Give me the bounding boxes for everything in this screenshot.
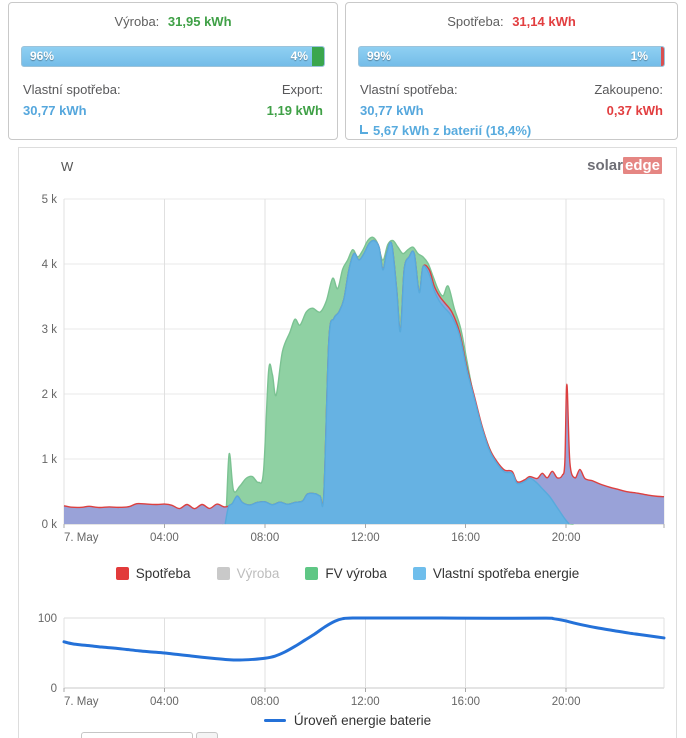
power-area-chart[interactable]: 5 k 4 k 3 k 2 k 1 k 0 k 7. May 04:00 08:00 12:00 1…	[19, 176, 677, 556]
legend-label: Spotřeba	[135, 566, 191, 581]
consumption-summary-card: Spotřeba: 31,14 kWh 99% 1% Vlastní spotř…	[345, 2, 678, 140]
battery-chart-legend[interactable]: Úroveň energie baterie	[19, 713, 676, 728]
svg-text:12:00: 12:00	[351, 532, 380, 544]
svg-text:7. May: 7. May	[64, 696, 99, 708]
legend-item-fv-v-roba[interactable]: FV výroba	[305, 566, 387, 581]
consumption-value: 31,14 kWh	[512, 14, 576, 29]
production-summary-card: Výroba: 31,95 kWh 96% 4% Vlastní spotřeb…	[8, 2, 338, 140]
consumption-purchased-segment	[660, 47, 664, 66]
production-selfuse-label: Vlastní spotřeba:	[23, 82, 121, 97]
svg-text:100: 100	[38, 613, 57, 625]
legend-swatch	[115, 567, 129, 580]
legend-label: FV výroba	[325, 566, 387, 581]
legend-item-v-roba[interactable]: Výroba	[216, 566, 280, 581]
production-export-segment	[311, 47, 324, 66]
corner-arrow-icon	[360, 125, 368, 134]
consumption-self-pct: 99%	[367, 49, 392, 63]
from-battery-text: 5,67 kWh z baterií (18,4%)	[373, 123, 532, 138]
svg-text:04:00: 04:00	[150, 696, 179, 708]
battery-legend-label: Úroveň energie baterie	[293, 713, 432, 728]
date-input[interactable]	[81, 732, 193, 738]
battery-level-chart[interactable]: 100 0 7. May 04:00 08:00 12:00 16:00 20:00	[19, 598, 677, 710]
svg-text:04:00: 04:00	[150, 532, 179, 544]
svg-text:7. May: 7. May	[64, 532, 99, 544]
solaredge-logo-edge: edge	[622, 157, 662, 174]
consumption-selfuse-value: 30,77 kWh	[360, 103, 424, 118]
charts-panel: W solar edge 5 k 4 k 3 k 2 k 1 k 0 k 7. May 04:0…	[18, 147, 677, 738]
svg-text:08:00: 08:00	[250, 532, 279, 544]
svg-text:0 k: 0 k	[42, 519, 58, 531]
svg-text:2 k: 2 k	[42, 389, 58, 401]
consumption-selfuse-label: Vlastní spotřeba:	[360, 82, 458, 97]
purchased-label: Zakoupeno:	[594, 82, 663, 97]
legend-swatch	[216, 567, 230, 580]
consumption-label: Spotřeba:	[447, 14, 504, 29]
legend-label: Vlastní spotřeba energie	[432, 566, 580, 581]
legend-item-spot-eba[interactable]: Spotřeba	[115, 566, 191, 581]
legend-item-vlastn-spot-eba-energie[interactable]: Vlastní spotřeba energie	[412, 566, 580, 581]
svg-text:16:00: 16:00	[451, 532, 480, 544]
from-battery-note: 5,67 kWh z baterií (18,4%)	[360, 123, 663, 138]
power-axis-unit: W	[61, 159, 74, 174]
svg-text:0: 0	[51, 683, 57, 695]
svg-text:20:00: 20:00	[552, 532, 581, 544]
svg-text:08:00: 08:00	[250, 696, 279, 708]
battery-legend-line-swatch	[263, 719, 286, 722]
production-self-pct: 96%	[30, 49, 55, 63]
power-chart-legend: Spotřeba Výroba FV výroba Vlastní spotřeba …	[19, 566, 676, 581]
export-label: Export:	[281, 82, 323, 97]
calendar-button[interactable]	[196, 732, 218, 738]
solaredge-logo-solar: solar	[587, 157, 623, 174]
production-header: Výroba: 31,95 kWh	[9, 14, 337, 29]
production-label: Výroba:	[114, 14, 160, 29]
consumption-header: Spotřeba: 31,14 kWh	[346, 14, 677, 29]
svg-text:16:00: 16:00	[451, 696, 480, 708]
production-selfuse-value: 30,77 kWh	[23, 103, 87, 118]
svg-text:20:00: 20:00	[552, 696, 581, 708]
solaredge-logo: solar edge	[587, 157, 662, 174]
legend-label: Výroba	[236, 566, 280, 581]
legend-swatch	[412, 567, 426, 580]
svg-text:12:00: 12:00	[351, 696, 380, 708]
svg-text:1 k: 1 k	[42, 454, 58, 466]
purchased-value: 0,37 kWh	[606, 103, 663, 118]
production-export-pct: 4%	[290, 49, 308, 63]
export-value: 1,19 kWh	[266, 103, 323, 118]
production-ratio-bar: 96% 4%	[21, 46, 325, 67]
consumption-purchased-pct: 1%	[630, 49, 648, 63]
svg-text:5 k: 5 k	[42, 194, 58, 206]
svg-text:4 k: 4 k	[42, 259, 58, 271]
production-value: 31,95 kWh	[167, 14, 232, 29]
legend-swatch	[305, 567, 319, 580]
consumption-ratio-bar: 99% 1%	[358, 46, 665, 67]
svg-text:3 k: 3 k	[42, 324, 58, 336]
